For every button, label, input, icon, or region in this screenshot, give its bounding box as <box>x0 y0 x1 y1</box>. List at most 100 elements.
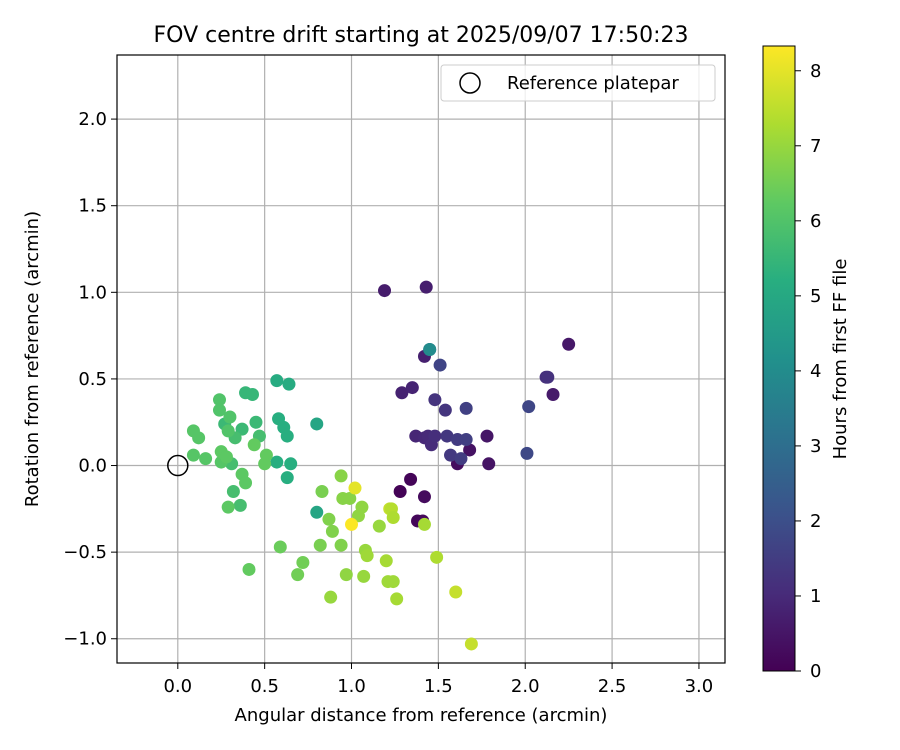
data-point <box>212 393 226 407</box>
data-point <box>233 498 247 512</box>
data-point <box>223 410 237 424</box>
data-point <box>379 554 393 568</box>
data-point <box>310 505 324 519</box>
data-point <box>419 280 433 294</box>
data-point <box>221 424 235 438</box>
data-point <box>291 568 305 582</box>
y-tick-label: −1.0 <box>63 629 107 650</box>
data-point <box>480 429 494 443</box>
plot-frame <box>116 54 726 664</box>
data-point <box>430 550 444 564</box>
data-point <box>212 403 226 417</box>
data-point <box>334 469 348 483</box>
legend: Reference platepar <box>440 64 716 102</box>
data-point <box>325 524 339 538</box>
data-point <box>355 500 369 514</box>
data-point <box>280 429 294 443</box>
data-point <box>339 568 353 582</box>
data-point <box>343 491 357 505</box>
x-tick-label: 1.0 <box>337 676 366 697</box>
legend-box <box>440 64 716 102</box>
data-point <box>463 443 477 457</box>
data-point <box>417 517 431 531</box>
colorbar-tick-label: 6 <box>810 211 821 232</box>
data-point <box>546 388 560 402</box>
x-tick-label: 0.5 <box>250 676 279 697</box>
data-points <box>186 280 576 651</box>
data-point <box>313 538 327 552</box>
data-point <box>449 585 463 599</box>
colorbar-tick-label: 4 <box>810 361 821 382</box>
data-point <box>258 457 272 471</box>
y-tick-label: 2.0 <box>78 109 107 130</box>
data-point <box>345 517 359 531</box>
data-point <box>226 485 240 499</box>
data-point <box>239 476 253 490</box>
data-point <box>322 512 336 526</box>
data-point <box>438 403 452 417</box>
y-tick-label: 1.0 <box>78 282 107 303</box>
colorbar <box>762 45 796 672</box>
data-point <box>273 540 287 554</box>
data-point <box>482 457 496 471</box>
data-point <box>459 401 473 415</box>
colorbar-label: Hours from first FF file <box>830 259 851 460</box>
x-tick-label: 1.5 <box>424 676 453 697</box>
colorbar-tick-label: 8 <box>810 61 821 82</box>
grid-lines <box>117 55 725 663</box>
data-point <box>249 415 263 429</box>
y-axis-ticks: −1.0 −0.5 0.0 0.5 1.0 1.5 2.0 <box>63 109 117 650</box>
data-point <box>522 400 536 414</box>
chart-title: FOV centre drift starting at 2025/09/07 … <box>154 23 689 48</box>
data-point <box>235 422 249 436</box>
data-point <box>390 592 404 606</box>
data-point <box>270 455 284 469</box>
y-tick-label: 1.5 <box>78 196 107 217</box>
colorbar-tick-label: 7 <box>810 136 821 157</box>
data-point <box>247 438 261 452</box>
data-point <box>520 446 534 460</box>
data-point <box>395 386 409 400</box>
data-point <box>428 429 442 443</box>
data-point <box>372 519 386 533</box>
data-point <box>219 450 233 464</box>
y-tick-label: 0.5 <box>78 369 107 390</box>
data-point <box>541 370 555 384</box>
data-point <box>280 471 294 485</box>
data-point <box>378 284 392 298</box>
data-point <box>284 457 298 471</box>
colorbar-tick-label: 1 <box>810 586 821 607</box>
legend-marker <box>459 72 481 94</box>
data-point <box>386 575 400 589</box>
data-point <box>562 337 576 351</box>
x-tick-label: 3.0 <box>685 676 714 697</box>
reference-marker <box>167 454 189 477</box>
data-point <box>296 556 310 570</box>
x-axis-ticks: 0.0 0.5 1.0 1.5 2.0 2.5 3.0 <box>163 663 713 697</box>
x-axis-label: Angular distance from reference (arcmin) <box>235 705 608 726</box>
data-point <box>186 448 200 462</box>
data-point <box>270 374 284 388</box>
data-point <box>282 377 296 391</box>
data-point <box>360 549 374 563</box>
data-point <box>221 500 235 514</box>
data-point <box>417 490 431 504</box>
data-point <box>464 637 478 651</box>
y-tick-label: 0.0 <box>78 456 107 477</box>
data-point <box>315 485 329 499</box>
data-point <box>454 452 468 466</box>
x-tick-label: 2.5 <box>598 676 627 697</box>
data-point <box>242 562 256 576</box>
x-tick-label: 0.0 <box>163 676 192 697</box>
data-point <box>324 590 338 604</box>
data-point <box>348 481 362 495</box>
data-point <box>199 452 213 466</box>
data-point <box>334 538 348 552</box>
data-point <box>459 433 473 447</box>
data-point <box>423 342 437 356</box>
data-point <box>428 393 442 407</box>
colorbar-tick-label: 2 <box>810 511 821 532</box>
y-tick-label: −0.5 <box>63 542 107 563</box>
data-point <box>405 381 419 395</box>
